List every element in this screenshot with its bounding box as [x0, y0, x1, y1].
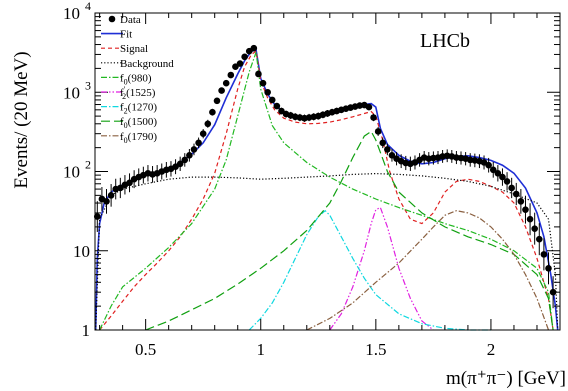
data-point	[94, 213, 101, 220]
x-tick-label: 1	[256, 340, 265, 359]
y-tick-exponent: 2	[85, 158, 91, 172]
y-tick-exponent: 3	[85, 78, 91, 92]
legend-label: Data	[120, 14, 141, 26]
y-tick-label: 10	[63, 83, 80, 102]
data-point	[370, 114, 377, 121]
data-point	[181, 156, 189, 164]
data-point	[499, 173, 506, 181]
data-point	[540, 251, 548, 258]
x-axis-label: m(π⁺π⁻) [GeV]	[446, 368, 566, 389]
data-point	[388, 152, 396, 159]
data-point	[250, 44, 258, 52]
legend-entry-f2-1270: f2(1270)	[101, 102, 157, 116]
legend-entry-background: Background	[101, 58, 174, 70]
legend-label: Fit	[120, 29, 132, 41]
x-tick-label: 2	[487, 340, 496, 359]
data-point	[199, 130, 207, 137]
data-point	[227, 71, 235, 79]
data-point	[103, 198, 110, 205]
data-point	[535, 235, 543, 243]
data-point	[508, 184, 515, 192]
data-point	[117, 184, 124, 192]
data-point	[236, 60, 244, 67]
data-point	[531, 225, 538, 232]
legend-label: f2(1270)	[120, 102, 157, 116]
x-tick-label: 0.5	[135, 340, 156, 359]
axis-ticks: 0.5 1 1.5 2 1 10 10 2 10 3 10 4	[63, 0, 560, 359]
data-point	[264, 88, 271, 96]
data-point	[549, 288, 557, 296]
lhcb-label: LHCb	[420, 30, 470, 52]
y-tick-exponent: 4	[85, 0, 91, 13]
series-f0-1500	[145, 130, 554, 331]
legend-label: f0(1500)	[120, 116, 157, 130]
legend-label: f0(1790)	[120, 131, 157, 145]
data-point	[489, 166, 497, 174]
legend-marker	[108, 15, 116, 23]
data-point	[384, 146, 391, 153]
y-tick-label: 1	[82, 321, 91, 340]
data-point	[503, 178, 511, 185]
legend-entry-f0-980: f0(980)	[101, 72, 152, 86]
data-point	[209, 108, 216, 116]
legend-label: f' 2(1525)	[120, 85, 156, 101]
series-f0-1790	[306, 210, 550, 331]
data-point	[107, 192, 115, 199]
data-point	[222, 79, 230, 87]
data-point	[259, 79, 267, 87]
series-signal	[99, 50, 554, 331]
data-point	[176, 160, 184, 168]
data-point	[255, 70, 262, 78]
data-point	[213, 97, 221, 105]
legend-label: f0(980)	[120, 72, 152, 86]
x-tick-label: 1.5	[365, 340, 386, 359]
legend-entry-f0-1500: f0(1500)	[101, 116, 157, 130]
legend-entry-data: Data	[108, 14, 141, 26]
data-point	[494, 169, 502, 177]
legend-label: Background	[120, 58, 174, 70]
y-tick-label: 10	[73, 242, 90, 261]
data-point	[268, 96, 276, 104]
data-point	[195, 139, 202, 147]
legend-label: Signal	[120, 43, 148, 55]
data-points-layer	[94, 44, 557, 309]
series-f2-1525	[329, 206, 434, 331]
data-point	[190, 146, 198, 153]
data-point	[374, 128, 382, 135]
y-tick-label: 10	[63, 4, 80, 23]
data-point	[186, 152, 193, 159]
data-point	[522, 206, 529, 213]
data-point	[204, 120, 212, 128]
data-point	[517, 198, 525, 205]
data-point	[526, 215, 534, 223]
data-point	[241, 53, 248, 61]
legend-entry-f0-1790: f0(1790)	[101, 131, 157, 145]
data-point	[218, 87, 225, 94]
data-point	[485, 161, 492, 169]
data-point	[126, 179, 133, 187]
series-f2-1270	[248, 209, 491, 331]
y-axis-label: Events/ (20 MeV)	[11, 51, 32, 188]
data-point	[379, 139, 387, 147]
series-background	[95, 172, 559, 331]
data-point	[273, 102, 281, 110]
data-point	[365, 103, 373, 111]
data-point	[512, 190, 520, 198]
y-tick-label: 10	[63, 163, 80, 182]
legend-entry-fit: Fit	[101, 29, 132, 41]
series-f0-980	[99, 52, 554, 331]
data-point	[545, 265, 552, 272]
data-point	[232, 63, 239, 71]
legend-entry-signal: Signal	[101, 43, 148, 55]
legend-entry-f2-1525: f' 2(1525)	[101, 85, 156, 101]
